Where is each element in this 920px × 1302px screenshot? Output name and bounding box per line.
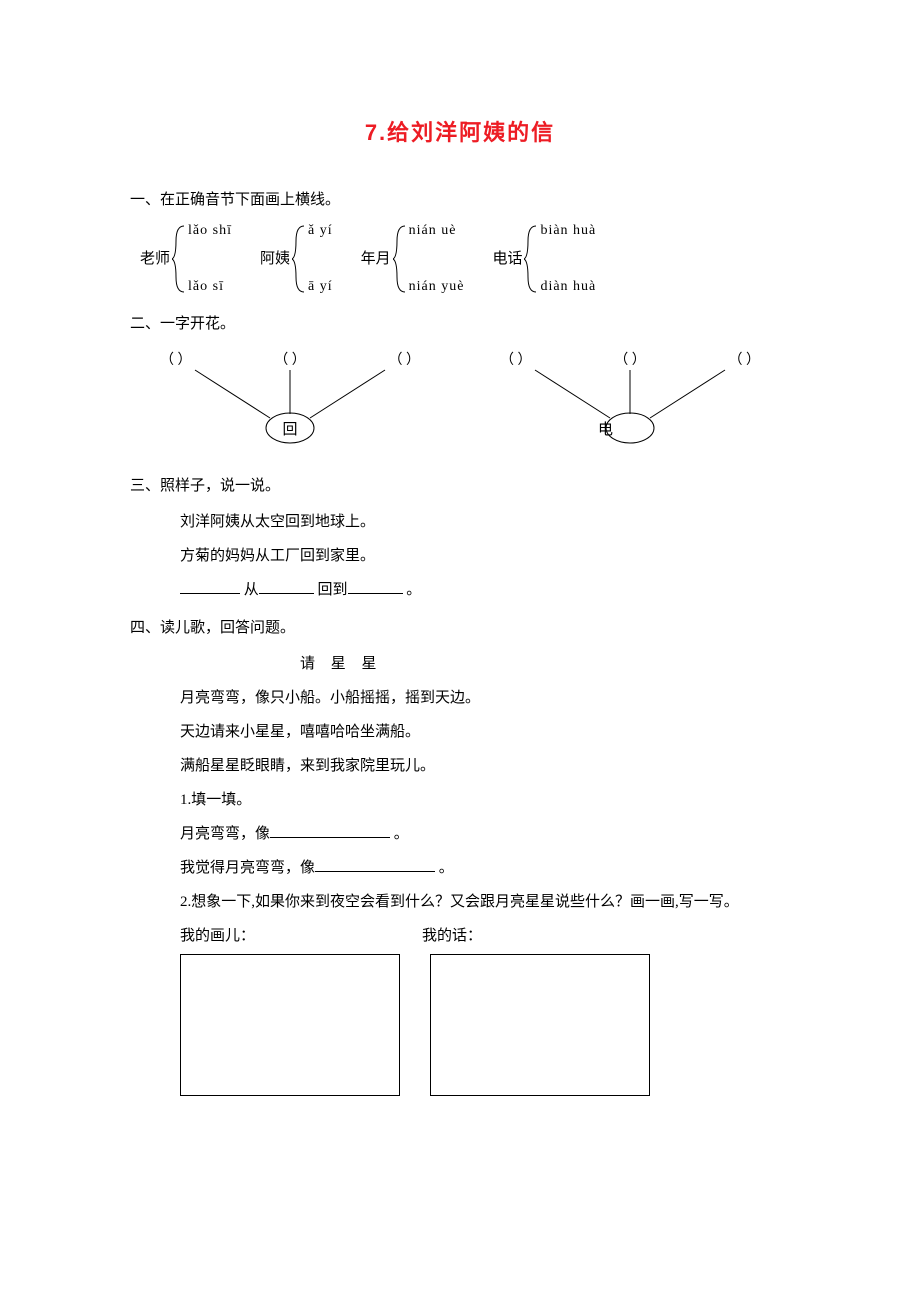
q1-pinyin: ǎ yí ā yí xyxy=(308,224,333,294)
flower-lines-icon xyxy=(500,366,760,460)
pinyin-top: ǎ yí xyxy=(308,224,333,238)
pinyin-top: biàn huà xyxy=(540,224,596,238)
q1-pinyin: lǎo shī lǎo sī xyxy=(188,224,232,294)
q2-heading: 二、一字开花。 xyxy=(130,312,790,336)
poem-line: 天边请来小星星，嘻嘻哈哈坐满船。 xyxy=(180,720,790,744)
poem-line: 月亮弯弯，像只小船。小船摇摇，摇到天边。 xyxy=(180,686,790,710)
fill-blank[interactable] xyxy=(270,823,390,838)
poem-line: 满船星星眨眼睛，来到我家院里玩儿。 xyxy=(180,754,790,778)
text: 回到 xyxy=(314,582,348,598)
q1-item: 电话 biàn huà diàn huà xyxy=(492,224,596,294)
flower-diagram: （ ） （ ） （ ） 回 xyxy=(160,350,420,460)
q4-heading: 四、读儿歌，回答问题。 xyxy=(130,616,790,640)
box-left-label: 我的画儿： xyxy=(180,924,422,948)
q4-sub1-line1: 月亮弯弯，像 。 xyxy=(180,822,790,846)
q1-row: 老师 lǎo shī lǎo sī 阿姨 ǎ yí ā yí 年月 xyxy=(140,224,790,294)
q4-sub2-line: 2.想象一下,如果你来到夜空会看到什么？又会跟月亮星星说些什么？画一画,写一写。 xyxy=(180,890,790,914)
q1-item: 阿姨 ǎ yí ā yí xyxy=(260,224,333,294)
box-right-label: 我的话： xyxy=(422,924,482,948)
pinyin-top: lǎo shī xyxy=(188,224,232,238)
q1-item: 年月 nián uè nián yuè xyxy=(361,224,465,294)
fill-blank[interactable] xyxy=(259,579,314,594)
text: 我觉得月亮弯弯，像 xyxy=(180,860,315,876)
pinyin-top: nián uè xyxy=(409,224,465,238)
pinyin-bottom: ā yí xyxy=(308,280,333,294)
q1-word: 阿姨 xyxy=(260,247,290,271)
flower-center: 回 xyxy=(160,418,420,442)
brace-icon xyxy=(172,224,186,294)
flower-diagram: （ ） （ ） （ ） 电 xyxy=(500,350,760,460)
q1-pinyin: biàn huà diàn huà xyxy=(540,224,596,294)
q3-heading: 三、照样子，说一说。 xyxy=(130,474,790,498)
pinyin-bottom: lǎo sī xyxy=(188,280,232,294)
q3-fill-line: 从 回到 。 xyxy=(180,578,790,602)
q4-sub1-line2: 我觉得月亮弯弯，像 。 xyxy=(180,856,790,880)
q1-word: 电话 xyxy=(492,247,522,271)
fill-blank[interactable] xyxy=(315,857,435,872)
pinyin-bottom: diàn huà xyxy=(540,280,596,294)
poem-title: 请 星 星 xyxy=(300,652,790,676)
q1-pinyin: nián uè nián yuè xyxy=(409,224,465,294)
box-labels: 我的画儿： 我的话： xyxy=(180,924,790,948)
text: 。 xyxy=(403,582,422,598)
text: 。 xyxy=(435,860,454,876)
worksheet-page: 7.给刘洋阿姨的信 一、在正确音节下面画上横线。 老师 lǎo shī lǎo … xyxy=(0,0,920,1146)
q3-line: 刘洋阿姨从太空回到地球上。 xyxy=(180,510,790,534)
brace-icon xyxy=(524,224,538,294)
q2-row: （ ） （ ） （ ） 回 （ ） （ ） （ ） xyxy=(160,350,790,460)
q1-item: 老师 lǎo shī lǎo sī xyxy=(140,224,232,294)
q1-heading: 一、在正确音节下面画上横线。 xyxy=(130,188,790,212)
text: 月亮弯弯，像 xyxy=(180,826,270,842)
text: 从 xyxy=(240,582,259,598)
writing-box[interactable] xyxy=(430,954,650,1096)
fill-blank[interactable] xyxy=(180,579,240,594)
page-title: 7.给刘洋阿姨的信 xyxy=(130,115,790,150)
text: 。 xyxy=(390,826,409,842)
brace-icon xyxy=(393,224,407,294)
flower-center: 电 xyxy=(500,418,858,442)
q1-word: 老师 xyxy=(140,247,170,271)
drawing-box[interactable] xyxy=(180,954,400,1096)
q4-sub1-head: 1.填一填。 xyxy=(180,788,790,812)
fill-blank[interactable] xyxy=(348,579,403,594)
q3-line: 方菊的妈妈从工厂回到家里。 xyxy=(180,544,790,568)
answer-boxes xyxy=(180,954,790,1096)
brace-icon xyxy=(292,224,306,294)
flower-lines-icon xyxy=(160,366,420,460)
q1-word: 年月 xyxy=(361,247,391,271)
pinyin-bottom: nián yuè xyxy=(409,280,465,294)
